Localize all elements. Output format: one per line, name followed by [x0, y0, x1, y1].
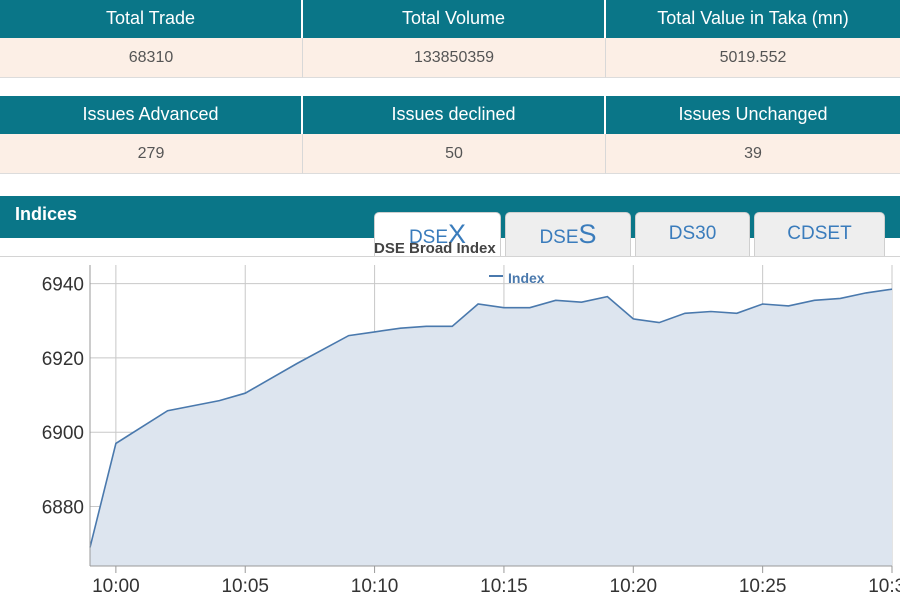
chart-title: DSE Broad Index — [374, 240, 496, 257]
issues-advanced-value: 279 — [0, 134, 303, 174]
x-tick-label: 10:05 — [221, 576, 269, 597]
issues-unchanged-header: Issues Unchanged — [606, 96, 900, 134]
tab-dses[interactable]: DSES — [505, 212, 631, 256]
index-line — [89, 288, 893, 548]
y-tick-label: 6900 — [42, 423, 84, 444]
y-tick-label: 6940 — [42, 275, 84, 296]
summary-header-row: Total Trade Total Volume Total Value in … — [0, 0, 900, 38]
issues-header-row: Issues Advanced Issues declined Issues U… — [0, 96, 900, 134]
total-volume-header: Total Volume — [303, 0, 606, 38]
total-value-header: Total Value in Taka (mn) — [606, 0, 900, 38]
x-tick-label: 10:25 — [739, 576, 787, 597]
tab-dses-suffix: S — [578, 219, 597, 249]
total-trade-value: 68310 — [0, 38, 303, 78]
issues-advanced-header: Issues Advanced — [0, 96, 303, 134]
y-tick-label: 6920 — [42, 349, 84, 370]
tab-dsex-prefix: DSE — [408, 227, 449, 248]
x-tick-label: 10:15 — [480, 576, 528, 597]
issues-declined-value: 50 — [303, 134, 606, 174]
x-tick-label: 10:10 — [351, 576, 399, 597]
tab-dsex-suffix: X — [448, 219, 467, 249]
tab-dsex[interactable]: DSEX — [374, 212, 501, 256]
total-value-value: 5019.552 — [606, 38, 900, 78]
index-area — [90, 289, 892, 566]
indices-title: Indices — [15, 204, 78, 224]
issues-value-row: 279 50 39 — [0, 134, 900, 174]
issues-declined-header: Issues declined — [303, 96, 606, 134]
chart-panel: 10:00 10:05 10:10 10:15 10:20 10:25 10:30 6880 6… — [0, 256, 900, 600]
x-tick-label: 10:00 — [92, 576, 140, 597]
issues-unchanged-value: 39 — [606, 134, 900, 174]
index-chart: 10:00 10:05 10:10 10:15 10:20 10:25 10:30 6880 6… — [42, 265, 900, 597]
tab-dses-prefix: DSE — [539, 227, 579, 248]
y-tick-label: 6880 — [42, 498, 84, 519]
tab-ds30[interactable]: DS30 — [635, 212, 750, 256]
total-trade-header: Total Trade — [0, 0, 303, 38]
issues-table: Issues Advanced Issues declined Issues U… — [0, 96, 900, 174]
tab-cdset[interactable]: CDSET — [754, 212, 885, 256]
market-summary-table: Total Trade Total Volume Total Value in … — [0, 0, 900, 78]
x-tick-label: 10:30 — [868, 576, 900, 597]
summary-value-row: 68310 133850359 5019.552 — [0, 38, 900, 78]
total-volume-value: 133850359 — [303, 38, 606, 78]
legend-label: Index — [508, 270, 545, 286]
x-tick-label: 10:20 — [610, 576, 658, 597]
